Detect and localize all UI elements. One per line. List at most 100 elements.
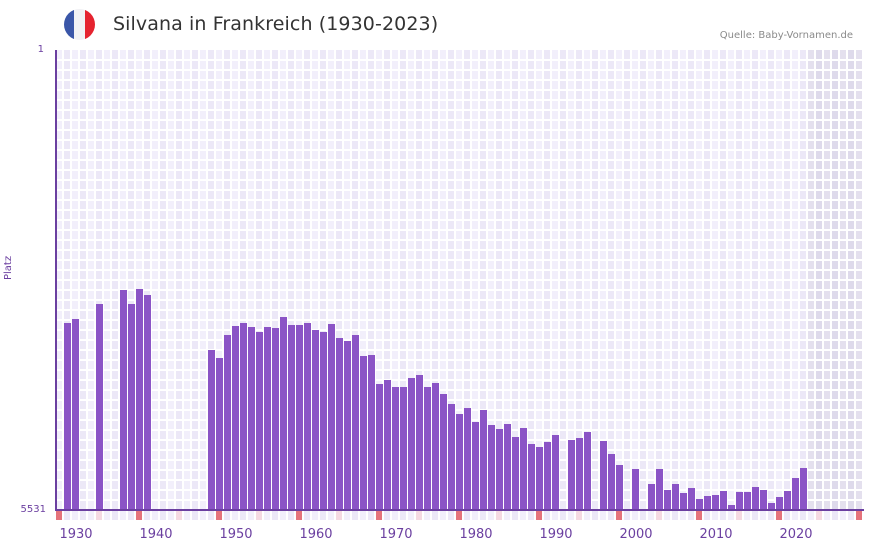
bar-1971[interactable] xyxy=(392,386,399,510)
bar-1969[interactable] xyxy=(376,383,383,510)
bar-1934[interactable] xyxy=(96,303,103,510)
year-marker xyxy=(496,511,502,520)
bar-1986[interactable] xyxy=(512,436,519,510)
year-marker xyxy=(528,511,534,520)
bar-1985[interactable] xyxy=(504,424,511,510)
bar-1939[interactable] xyxy=(136,288,143,510)
plot-area xyxy=(56,50,864,510)
year-marker xyxy=(720,511,726,520)
bar-1938[interactable] xyxy=(128,303,135,510)
bar-2005[interactable] xyxy=(664,489,671,510)
bar-1982[interactable] xyxy=(480,410,487,510)
year-marker xyxy=(616,511,622,520)
bar-2019[interactable] xyxy=(776,496,783,510)
bar-1952[interactable] xyxy=(240,323,247,510)
xtick-2000: 2000 xyxy=(619,527,653,542)
bar-2018[interactable] xyxy=(768,502,775,510)
bar-2017[interactable] xyxy=(760,489,767,510)
bar-1988[interactable] xyxy=(528,443,535,510)
bar-1999[interactable] xyxy=(616,464,623,510)
bar-1976[interactable] xyxy=(432,382,439,510)
bar-1975[interactable] xyxy=(424,386,431,510)
bar-1983[interactable] xyxy=(488,425,495,510)
bar-1970[interactable] xyxy=(384,380,391,510)
bar-2012[interactable] xyxy=(720,490,727,510)
bar-1953[interactable] xyxy=(248,327,255,510)
bar-1956[interactable] xyxy=(272,328,279,510)
year-marker xyxy=(296,511,302,520)
bar-1981[interactable] xyxy=(472,422,479,510)
grid-hline xyxy=(56,259,864,261)
bar-1940[interactable] xyxy=(144,294,151,510)
bar-1967[interactable] xyxy=(360,355,367,510)
year-marker xyxy=(416,511,422,520)
bar-2014[interactable] xyxy=(736,491,743,510)
bar-1954[interactable] xyxy=(256,332,263,510)
year-marker xyxy=(792,511,798,520)
bar-1987[interactable] xyxy=(520,427,527,510)
bar-1958[interactable] xyxy=(288,325,295,510)
y-axis-line xyxy=(55,50,57,511)
bar-1965[interactable] xyxy=(344,340,351,510)
bar-1966[interactable] xyxy=(352,334,359,510)
year-marker xyxy=(264,511,270,520)
bar-1998[interactable] xyxy=(608,453,615,510)
year-marker xyxy=(856,511,862,520)
bar-1951[interactable] xyxy=(232,326,239,510)
bar-1997[interactable] xyxy=(600,440,607,510)
bar-2021[interactable] xyxy=(792,477,799,510)
bar-1977[interactable] xyxy=(440,393,447,510)
bar-1950[interactable] xyxy=(224,334,231,510)
grid-hline xyxy=(56,169,864,171)
bar-1989[interactable] xyxy=(536,446,543,510)
bar-2004[interactable] xyxy=(656,468,663,510)
bar-1974[interactable] xyxy=(416,375,423,510)
bar-1984[interactable] xyxy=(496,428,503,510)
bar-1957[interactable] xyxy=(280,317,287,510)
bar-1979[interactable] xyxy=(456,414,463,510)
year-marker xyxy=(112,511,118,520)
bar-1991[interactable] xyxy=(552,434,559,510)
bar-2007[interactable] xyxy=(680,492,687,510)
bar-2015[interactable] xyxy=(744,491,751,510)
bar-2001[interactable] xyxy=(632,468,639,510)
bar-1993[interactable] xyxy=(568,439,575,510)
bar-1948[interactable] xyxy=(208,349,215,510)
bar-1930[interactable] xyxy=(64,323,71,510)
year-marker xyxy=(728,511,734,520)
bar-2009[interactable] xyxy=(696,498,703,510)
bar-2022[interactable] xyxy=(800,468,807,510)
bar-1990[interactable] xyxy=(544,441,551,510)
bar-1978[interactable] xyxy=(448,404,455,510)
bar-2003[interactable] xyxy=(648,483,655,510)
bar-2016[interactable] xyxy=(752,486,759,510)
bar-2006[interactable] xyxy=(672,483,679,510)
bar-2013[interactable] xyxy=(728,504,735,510)
bar-1994[interactable] xyxy=(576,437,583,510)
xtick-2020: 2020 xyxy=(779,527,813,542)
grid-hline xyxy=(56,149,864,151)
bar-1973[interactable] xyxy=(408,378,415,510)
year-marker xyxy=(672,511,678,520)
bar-2011[interactable] xyxy=(712,494,719,510)
bar-1931[interactable] xyxy=(72,319,79,510)
bar-1995[interactable] xyxy=(584,431,591,510)
bar-1980[interactable] xyxy=(464,408,471,510)
bar-1937[interactable] xyxy=(120,289,127,510)
bar-1960[interactable] xyxy=(304,323,311,510)
bar-2010[interactable] xyxy=(704,495,711,510)
bar-1964[interactable] xyxy=(336,337,343,510)
year-marker xyxy=(800,511,806,520)
chart-title: Silvana in Frankreich (1930-2023) xyxy=(113,13,439,35)
source-label: Quelle: Baby-Vornamen.de xyxy=(719,30,853,41)
bar-1968[interactable] xyxy=(368,354,375,510)
bar-1963[interactable] xyxy=(328,324,335,510)
bar-2008[interactable] xyxy=(688,487,695,510)
bar-1949[interactable] xyxy=(216,357,223,510)
bar-1959[interactable] xyxy=(296,325,303,510)
bar-1955[interactable] xyxy=(264,327,271,510)
bar-1961[interactable] xyxy=(312,330,319,510)
bar-1972[interactable] xyxy=(400,386,407,510)
bar-1962[interactable] xyxy=(320,332,327,510)
bar-2020[interactable] xyxy=(784,490,791,510)
